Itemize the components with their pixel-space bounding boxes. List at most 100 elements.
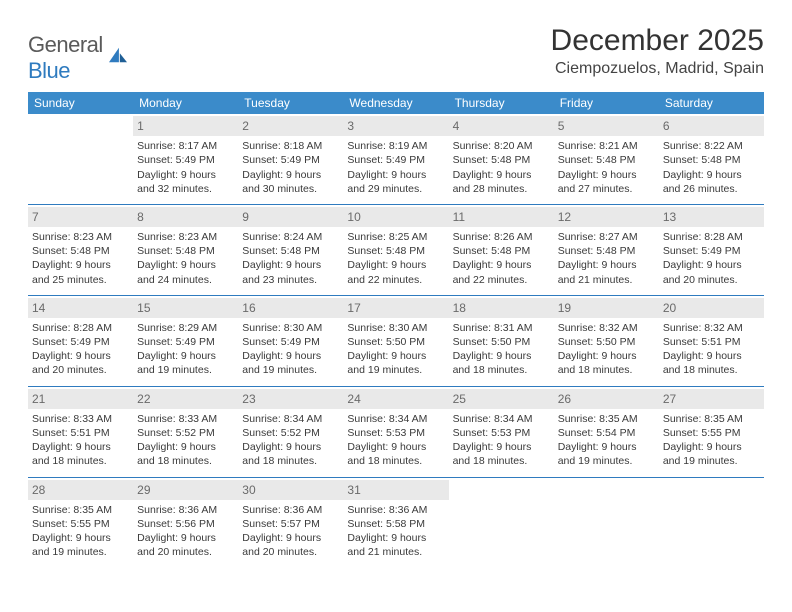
daylight-line: Daylight: 9 hours (347, 168, 444, 182)
calendar-cell: 27Sunrise: 8:35 AMSunset: 5:55 PMDayligh… (659, 386, 764, 477)
sunrise-line: Sunrise: 8:35 AM (32, 503, 129, 517)
sunset-line: Sunset: 5:57 PM (242, 517, 339, 531)
daylight-line: Daylight: 9 hours (242, 440, 339, 454)
sunset-line: Sunset: 5:49 PM (347, 153, 444, 167)
sunrise-line: Sunrise: 8:32 AM (663, 321, 760, 335)
daylight-line: Daylight: 9 hours (32, 349, 129, 363)
day-number: 8 (133, 207, 238, 227)
sunrise-line: Sunrise: 8:32 AM (558, 321, 655, 335)
sunset-line: Sunset: 5:58 PM (347, 517, 444, 531)
day-number: 4 (449, 116, 554, 136)
calendar-cell: 1Sunrise: 8:17 AMSunset: 5:49 PMDaylight… (133, 114, 238, 204)
sunrise-line: Sunrise: 8:22 AM (663, 139, 760, 153)
calendar-cell: 12Sunrise: 8:27 AMSunset: 5:48 PMDayligh… (554, 204, 659, 295)
sunset-line: Sunset: 5:55 PM (663, 426, 760, 440)
day-number: 13 (659, 207, 764, 227)
day-number: 11 (449, 207, 554, 227)
sunrise-line: Sunrise: 8:24 AM (242, 230, 339, 244)
daylight-line: Daylight: 9 hours (347, 349, 444, 363)
day-number: 10 (343, 207, 448, 227)
sunrise-line: Sunrise: 8:30 AM (242, 321, 339, 335)
dayhead-sunday: Sunday (28, 92, 133, 114)
daylight-line: Daylight: 9 hours (453, 349, 550, 363)
sunrise-line: Sunrise: 8:35 AM (663, 412, 760, 426)
calendar-cell (449, 477, 554, 567)
day-number: 17 (343, 298, 448, 318)
daylight-line: Daylight: 9 hours (347, 440, 444, 454)
sunrise-line: Sunrise: 8:35 AM (558, 412, 655, 426)
daylight-line: Daylight: 9 hours (137, 258, 234, 272)
sunset-line: Sunset: 5:52 PM (242, 426, 339, 440)
daylight-line: and 23 minutes. (242, 273, 339, 287)
sunrise-line: Sunrise: 8:19 AM (347, 139, 444, 153)
daylight-line: and 18 minutes. (663, 363, 760, 377)
calendar-cell: 3 Sunrise: 8:19 AMSunset: 5:49 PMDaylight… (343, 114, 448, 204)
day-number: 5 (554, 116, 659, 136)
brand-word-2: Blue (28, 58, 70, 83)
sunset-line: Sunset: 5:48 PM (558, 244, 655, 258)
daylight-line: and 18 minutes. (453, 454, 550, 468)
sunset-line: Sunset: 5:48 PM (453, 244, 550, 258)
calendar-cell: 28Sunrise: 8:35 AMSunset: 5:55 PMDayligh… (28, 477, 133, 567)
calendar-cell: 31Sunrise: 8:36 AMSunset: 5:58 PMDayligh… (343, 477, 448, 567)
day-number: 7 (28, 207, 133, 227)
daylight-line: and 19 minutes. (32, 545, 129, 559)
sunset-line: Sunset: 5:50 PM (347, 335, 444, 349)
day-number: 22 (133, 389, 238, 409)
day-number: 28 (28, 480, 133, 500)
daylight-line: Daylight: 9 hours (32, 440, 129, 454)
day-number: 21 (28, 389, 133, 409)
sunset-line: Sunset: 5:53 PM (453, 426, 550, 440)
sunrise-line: Sunrise: 8:25 AM (347, 230, 444, 244)
sunrise-line: Sunrise: 8:26 AM (453, 230, 550, 244)
daylight-line: Daylight: 9 hours (558, 168, 655, 182)
day-number: 27 (659, 389, 764, 409)
calendar-cell: 30Sunrise: 8:36 AMSunset: 5:57 PMDayligh… (238, 477, 343, 567)
calendar-cell (554, 477, 659, 567)
day-number: 23 (238, 389, 343, 409)
daylight-line: and 21 minutes. (558, 273, 655, 287)
sunset-line: Sunset: 5:49 PM (137, 153, 234, 167)
daylight-line: Daylight: 9 hours (663, 349, 760, 363)
daylight-line: and 19 minutes. (663, 454, 760, 468)
calendar-cell: 29Sunrise: 8:36 AMSunset: 5:56 PMDayligh… (133, 477, 238, 567)
month-title: December 2025 (551, 24, 764, 58)
sunrise-line: Sunrise: 8:33 AM (32, 412, 129, 426)
calendar-cell: 13Sunrise: 8:28 AMSunset: 5:49 PMDayligh… (659, 204, 764, 295)
daylight-line: Daylight: 9 hours (347, 258, 444, 272)
daylight-line: and 20 minutes. (663, 273, 760, 287)
daylight-line: and 18 minutes. (453, 363, 550, 377)
day-number: 12 (554, 207, 659, 227)
daylight-line: Daylight: 9 hours (242, 168, 339, 182)
calendar-cell: 6Sunrise: 8:22 AMSunset: 5:48 PMDaylight… (659, 114, 764, 204)
dayhead-thursday: Thursday (449, 92, 554, 114)
daylight-line: and 30 minutes. (242, 182, 339, 196)
calendar-cell: 5Sunrise: 8:21 AMSunset: 5:48 PMDaylight… (554, 114, 659, 204)
sunrise-line: Sunrise: 8:30 AM (347, 321, 444, 335)
calendar-week: 14Sunrise: 8:28 AMSunset: 5:49 PMDayligh… (28, 295, 764, 386)
day-number: 15 (133, 298, 238, 318)
daylight-line: and 18 minutes. (242, 454, 339, 468)
sunrise-line: Sunrise: 8:36 AM (242, 503, 339, 517)
dayhead-wednesday: Wednesday (343, 92, 448, 114)
calendar-body: 1Sunrise: 8:17 AMSunset: 5:49 PMDaylight… (28, 114, 764, 567)
sunset-line: Sunset: 5:48 PM (663, 153, 760, 167)
daylight-line: and 20 minutes. (242, 545, 339, 559)
day-number: 3 (343, 116, 448, 136)
daylight-line: and 20 minutes. (32, 363, 129, 377)
sunset-line: Sunset: 5:48 PM (32, 244, 129, 258)
calendar-cell (659, 477, 764, 567)
daylight-line: Daylight: 9 hours (32, 258, 129, 272)
sunrise-line: Sunrise: 8:17 AM (137, 139, 234, 153)
dayhead-monday: Monday (133, 92, 238, 114)
sunrise-line: Sunrise: 8:33 AM (137, 412, 234, 426)
brand-text: General Blue (28, 32, 103, 84)
daylight-line: Daylight: 9 hours (558, 349, 655, 363)
sunset-line: Sunset: 5:53 PM (347, 426, 444, 440)
day-number: 30 (238, 480, 343, 500)
brand-logo: General Blue (28, 24, 129, 84)
daylight-line: Daylight: 9 hours (663, 168, 760, 182)
daylight-line: and 22 minutes. (347, 273, 444, 287)
sunset-line: Sunset: 5:54 PM (558, 426, 655, 440)
daylight-line: and 20 minutes. (137, 545, 234, 559)
